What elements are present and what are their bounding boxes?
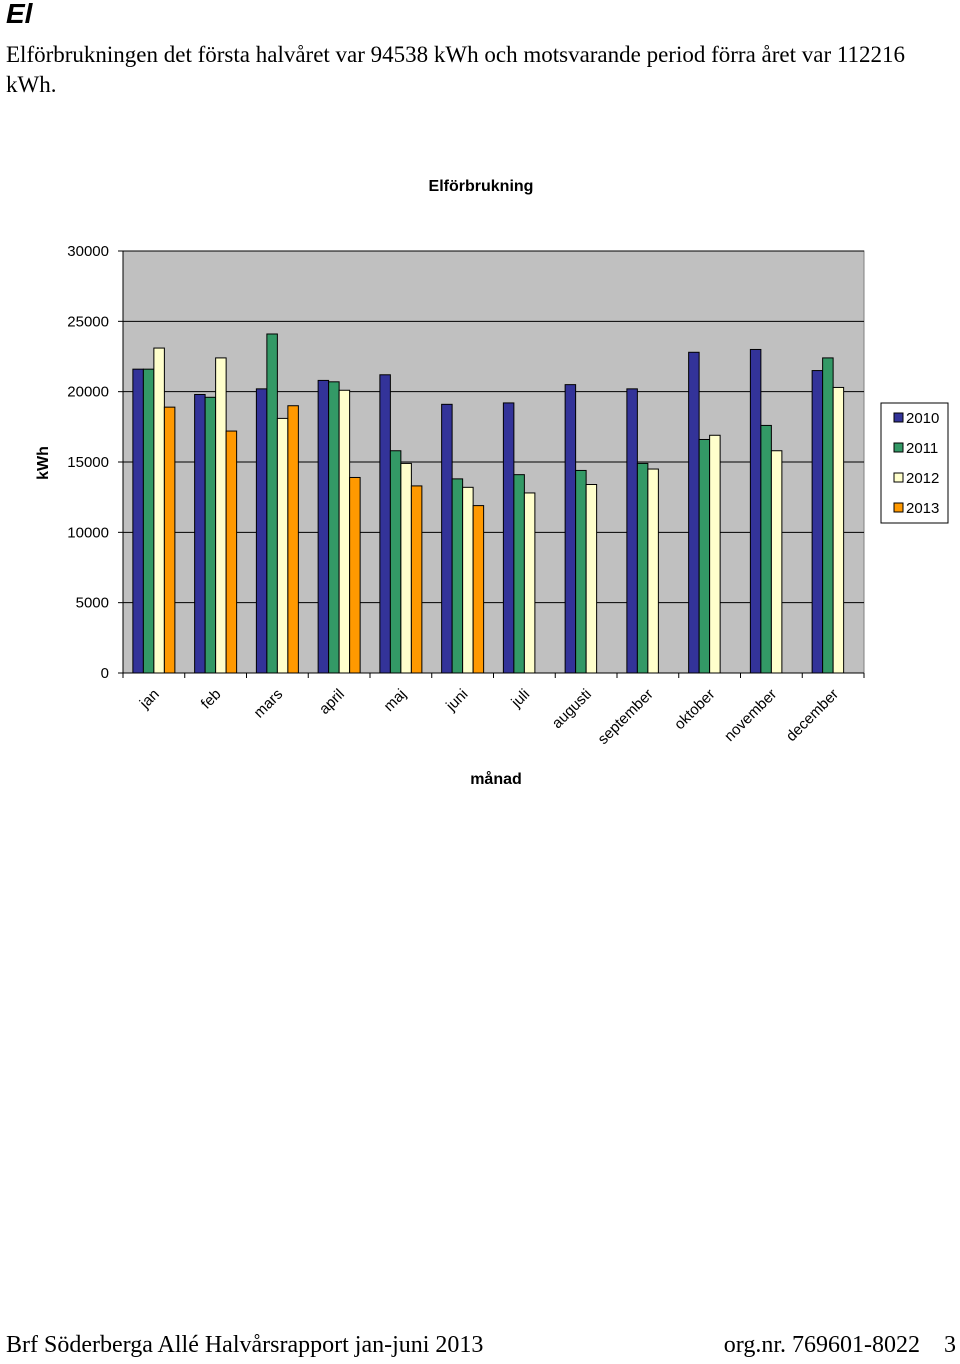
bar-2011-oktober bbox=[698, 438, 711, 674]
bar-2011-juni bbox=[451, 478, 464, 674]
bar-2011-mars bbox=[266, 333, 278, 674]
legend-label: 2010 bbox=[906, 410, 939, 427]
x-tick-label: augusti bbox=[549, 686, 595, 732]
bars bbox=[132, 333, 845, 674]
bar-2011-augusti bbox=[575, 469, 587, 674]
x-tick-label: september bbox=[595, 686, 657, 748]
legend-box bbox=[880, 402, 949, 524]
y-tick-label: 5000 bbox=[76, 595, 109, 612]
y-tick-labels: 0 5000 10000 15000 20000 25000 30000 bbox=[67, 243, 123, 682]
bar-2010-jan bbox=[132, 368, 144, 674]
bar-2010-mars bbox=[255, 388, 268, 674]
bar-2013-mars bbox=[287, 405, 299, 674]
bar-2011-juli bbox=[513, 474, 525, 674]
x-tick-label: juli bbox=[508, 686, 534, 712]
bar-2011-feb bbox=[204, 396, 217, 674]
legend-label: 2011 bbox=[906, 440, 938, 457]
bar-2012-april bbox=[338, 389, 351, 674]
y-tick-label: 15000 bbox=[67, 454, 109, 471]
bar-2010-april bbox=[317, 379, 330, 674]
bar-2012-oktober bbox=[709, 434, 721, 674]
legend-swatch-2011 bbox=[893, 442, 904, 453]
bar-2012-jan bbox=[153, 347, 165, 674]
intro-paragraph: Elförbrukningen det första halvåret var … bbox=[6, 42, 906, 97]
x-tick-label: april bbox=[316, 686, 348, 718]
y-axis-label: kWh bbox=[35, 446, 52, 480]
bar-2013-jan bbox=[163, 406, 176, 674]
x-tick-label: maj bbox=[381, 686, 410, 715]
bar-2010-juni bbox=[441, 403, 453, 674]
page-footer: Brf Söderberga Allé Halvårsrapport jan-j… bbox=[6, 1330, 956, 1360]
bar-2010-feb bbox=[194, 393, 206, 674]
bar-2011-december bbox=[822, 357, 834, 674]
electricity-chart: Elförbrukning 0 5000 10000 15000 20000 25000 3… bbox=[35, 178, 949, 788]
x-tick-label: feb bbox=[198, 686, 225, 713]
bar-2011-november bbox=[760, 424, 772, 674]
legend-label: 2013 bbox=[906, 500, 939, 517]
bar-2013-feb bbox=[225, 430, 238, 674]
bar-2010-augusti bbox=[564, 384, 577, 674]
x-tick-label: november bbox=[721, 686, 780, 745]
bar-2013-maj bbox=[410, 485, 423, 674]
x-tick-label: juni bbox=[442, 686, 471, 715]
bar-2011-jan bbox=[142, 368, 155, 674]
bar-2012-juli bbox=[523, 492, 536, 674]
y-tick-label: 10000 bbox=[67, 524, 109, 541]
bar-2011-september bbox=[636, 462, 649, 674]
section-heading: El bbox=[6, 0, 33, 29]
y-tick-label: 20000 bbox=[67, 384, 109, 401]
bar-2011-maj bbox=[389, 450, 402, 674]
legend: 2010 2011 2012 2013 bbox=[880, 402, 949, 524]
footer-org-number: org.nr. 769601-8022 bbox=[723, 1332, 920, 1358]
bar-2011-april bbox=[328, 381, 340, 674]
legend-swatch-2013 bbox=[893, 502, 904, 513]
bar-2012-september bbox=[647, 468, 659, 674]
chart-title: Elförbrukning bbox=[429, 178, 534, 195]
bar-2012-december bbox=[832, 386, 845, 674]
footer-page-number: 3 bbox=[944, 1332, 956, 1358]
bar-2012-juni bbox=[462, 486, 474, 674]
bar-2012-feb bbox=[215, 357, 227, 674]
bar-2010-november bbox=[749, 348, 762, 674]
x-tick-label: jan bbox=[136, 686, 163, 713]
y-tick-label: 25000 bbox=[67, 313, 109, 330]
x-tick-label: mars bbox=[251, 686, 287, 722]
bar-2010-juli bbox=[502, 402, 515, 674]
y-tick-label: 0 bbox=[101, 665, 109, 682]
bar-2012-november bbox=[770, 450, 783, 674]
legend-swatch-2010 bbox=[893, 412, 904, 423]
legend-label: 2012 bbox=[906, 470, 939, 487]
bar-2012-augusti bbox=[585, 484, 598, 674]
x-axis-label: månad bbox=[470, 770, 522, 788]
x-tick-label: oktober bbox=[671, 686, 718, 733]
bar-2010-maj bbox=[379, 374, 391, 674]
bar-2013-juni bbox=[472, 505, 485, 674]
legend-swatch-2012 bbox=[893, 472, 904, 483]
bar-2012-mars bbox=[276, 417, 289, 674]
bar-2010-september bbox=[626, 388, 638, 674]
bar-2013-april bbox=[349, 476, 361, 674]
bar-2010-december bbox=[811, 370, 824, 674]
bar-2012-maj bbox=[400, 462, 412, 674]
footer-report-title: Brf Söderberga Allé Halvårsrapport jan-j… bbox=[6, 1332, 484, 1358]
x-tick-label: december bbox=[783, 686, 842, 745]
grid-lines bbox=[123, 250, 864, 604]
bar-2010-oktober bbox=[688, 351, 700, 674]
x-tick-labels: jan feb mars april maj juni juli augusti septemb… bbox=[122, 673, 865, 748]
y-tick-label: 30000 bbox=[67, 243, 109, 260]
